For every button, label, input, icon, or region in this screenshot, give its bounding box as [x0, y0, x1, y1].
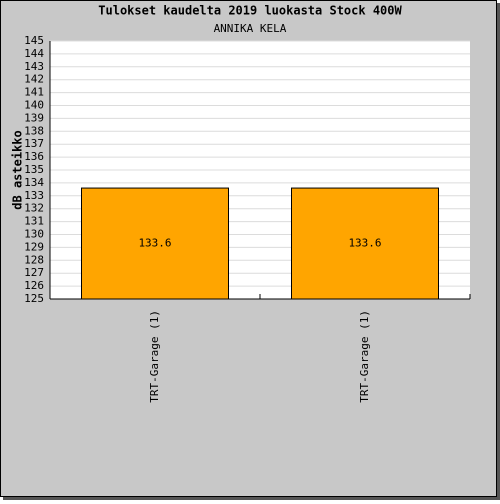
- y-tick-label: 137: [24, 137, 44, 150]
- bar: [81, 187, 229, 300]
- y-tick-label: 135: [24, 163, 44, 176]
- y-tick-label: 144: [24, 47, 44, 60]
- y-tick-label: 128: [24, 253, 44, 266]
- y-tick-label: 134: [24, 176, 44, 189]
- y-tick-label: 142: [24, 73, 44, 86]
- y-tick-label: 127: [24, 266, 44, 279]
- y-tick-label: 126: [24, 279, 44, 292]
- y-tick-label: 143: [24, 60, 44, 73]
- value-label: 133.6: [138, 237, 171, 250]
- y-tick-label: 131: [24, 215, 44, 228]
- y-tick-label: 132: [24, 202, 44, 215]
- bar: [291, 187, 439, 300]
- y-tick-label: 136: [24, 150, 44, 163]
- y-tick-label: 138: [24, 124, 44, 137]
- chart-title: Tulokset kaudelta 2019 luokasta Stock 40…: [98, 4, 402, 18]
- y-tick-label: 125: [24, 292, 44, 305]
- y-axis-label: dB asteikko: [11, 130, 25, 209]
- y-tick-label: 145: [24, 34, 44, 47]
- y-tick-label: 140: [24, 99, 44, 112]
- chart-subtitle: ANNIKA KELA: [214, 22, 287, 35]
- y-tick-label: 139: [24, 111, 44, 124]
- value-label: 133.6: [348, 237, 381, 250]
- x-tick-label: TRT-Garage (1): [358, 310, 371, 403]
- x-tick-label: TRT-Garage (1): [148, 310, 161, 403]
- y-tick-label: 129: [24, 240, 44, 253]
- y-tick-label: 133: [24, 189, 44, 202]
- y-tick-label: 141: [24, 86, 44, 99]
- y-tick-label: 130: [24, 228, 44, 241]
